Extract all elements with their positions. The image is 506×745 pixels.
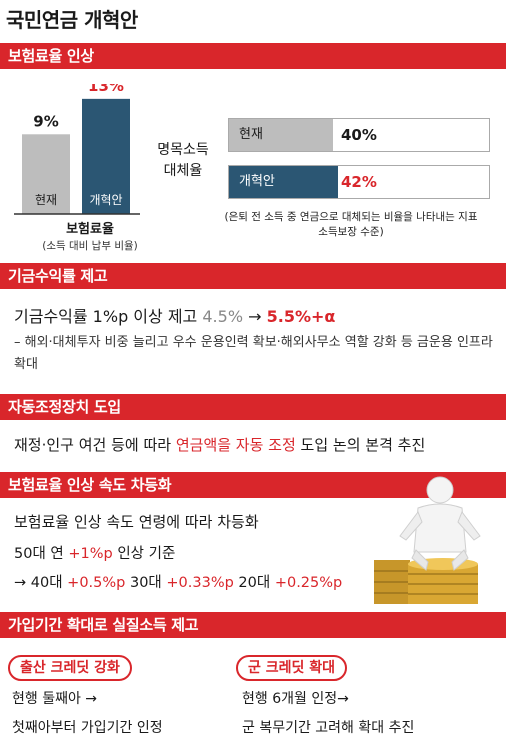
bar-value-label-current: 9% <box>33 112 58 130</box>
section-header-fund-return: 기금수익률 제고 <box>0 263 506 289</box>
replacement-note-line1: (은퇴 전 소득 중 연금으로 대체되는 비율을 나타내는 지표 <box>224 211 478 223</box>
fund-return-headline: 기금수익률 1%p 이상 제고 4.5% → 5.5%+α <box>14 303 335 327</box>
replacement-rate-label-line2: 대체율 <box>163 163 203 179</box>
rate-40s-increase: +0.5%p <box>67 575 126 591</box>
replacement-note-line2: 소득보장 수준) <box>318 226 384 238</box>
rate-line1-suffix: 인상 기준 <box>112 546 176 562</box>
section-header-auto-adjust: 자동조정장치 도입 <box>0 394 506 420</box>
auto-adjust-before: 재정·인구 여건 등에 따라 <box>14 436 176 454</box>
bar-current <box>22 134 70 214</box>
rate-line2-arrow: → 40대 <box>14 575 68 591</box>
fund-return-description: – 해외·대체투자 비중 늘리고 우수 운용인력 확보·해외사무소 역할 강화 … <box>14 335 493 372</box>
retiree-on-coins-illustration <box>374 476 481 604</box>
bar-reform <box>82 98 130 214</box>
rate-30s-label: 30대 <box>125 575 167 591</box>
bar-value-label-reform: 13% <box>88 84 124 95</box>
premium-rate-chart-title: 보험료율 <box>66 222 114 237</box>
person-icon <box>399 476 481 571</box>
military-credit-change: 군 복무기간 고려해 확대 추진 <box>242 720 415 736</box>
military-credit-tag: 군 크레딧 확대 <box>236 655 348 681</box>
fund-return-from: 4.5% <box>202 307 244 326</box>
replacement-row-current: 현재 40% <box>228 118 490 152</box>
rate-30s-increase: +0.33%p <box>166 575 234 591</box>
replacement-bar-reform <box>229 166 338 198</box>
section-header-credit: 가입기간 확대로 실질소득 제고 <box>0 612 506 638</box>
replacement-label-reform: 개혁안 <box>239 174 275 189</box>
bar-category-label-current: 현재 <box>35 193 57 207</box>
page-title: 국민연금 개혁안 <box>6 8 138 32</box>
rate-speed-by-age: → 40대 +0.5%p 30대 +0.33%p 20대 +0.25%p <box>14 571 342 592</box>
military-credit-current: 현행 6개월 인정→ <box>242 691 349 707</box>
rate-20s-label: 20대 <box>233 575 275 591</box>
birth-credit-change: 첫째아부터 가입기간 인정 <box>12 720 163 736</box>
fund-return-arrow: → <box>243 307 267 326</box>
replacement-rate-label-line1: 명목소득 <box>157 142 209 158</box>
rate-line1-prefix: 50대 연 <box>14 546 69 562</box>
replacement-row-reform: 개혁안 42% <box>228 165 490 199</box>
auto-adjust-text: 재정·인구 여건 등에 따라 연금액을 자동 조정 도입 논의 본격 추진 <box>14 434 425 455</box>
replacement-bar-current <box>229 119 333 151</box>
rate-speed-base: 50대 연 +1%p 인상 기준 <box>14 542 175 563</box>
birth-credit-tag: 출산 크레딧 강화 <box>8 655 132 681</box>
fund-return-to: 5.5%+α <box>266 307 336 326</box>
birth-credit-current: 현행 둘째아 → <box>12 691 98 707</box>
section-header-rate-speed: 보험료율 인상 속도 차등화 <box>0 472 506 498</box>
auto-adjust-highlight: 연금액을 자동 조정 <box>175 436 296 454</box>
rate-50s-increase: +1%p <box>68 546 113 562</box>
bar-category-label-reform: 개혁안 <box>89 193 122 207</box>
premium-rate-chart-subtitle: (소득 대비 납부 비율) <box>42 240 138 252</box>
section-header-premium-rate: 보험료율 인상 <box>0 43 506 69</box>
replacement-rate-label: 명목소득 대체율 <box>150 140 216 182</box>
replacement-rate-note: (은퇴 전 소득 중 연금으로 대체되는 비율을 나타내는 지표 소득보장 수준… <box>196 210 506 240</box>
premium-rate-bar-chart: 9% 현재 13% 개혁안 <box>14 84 140 215</box>
replacement-label-current: 현재 <box>239 127 263 142</box>
replacement-value-reform: 42% <box>341 173 377 191</box>
fund-return-prefix: 기금수익률 1%p 이상 제고 <box>14 307 203 326</box>
auto-adjust-after: 도입 논의 본격 추진 <box>295 436 426 454</box>
rate-speed-headline: 보험료율 인상 속도 연령에 따라 차등화 <box>14 513 259 531</box>
replacement-value-current: 40% <box>341 126 377 144</box>
rate-20s-increase: +0.25%p <box>274 575 343 591</box>
